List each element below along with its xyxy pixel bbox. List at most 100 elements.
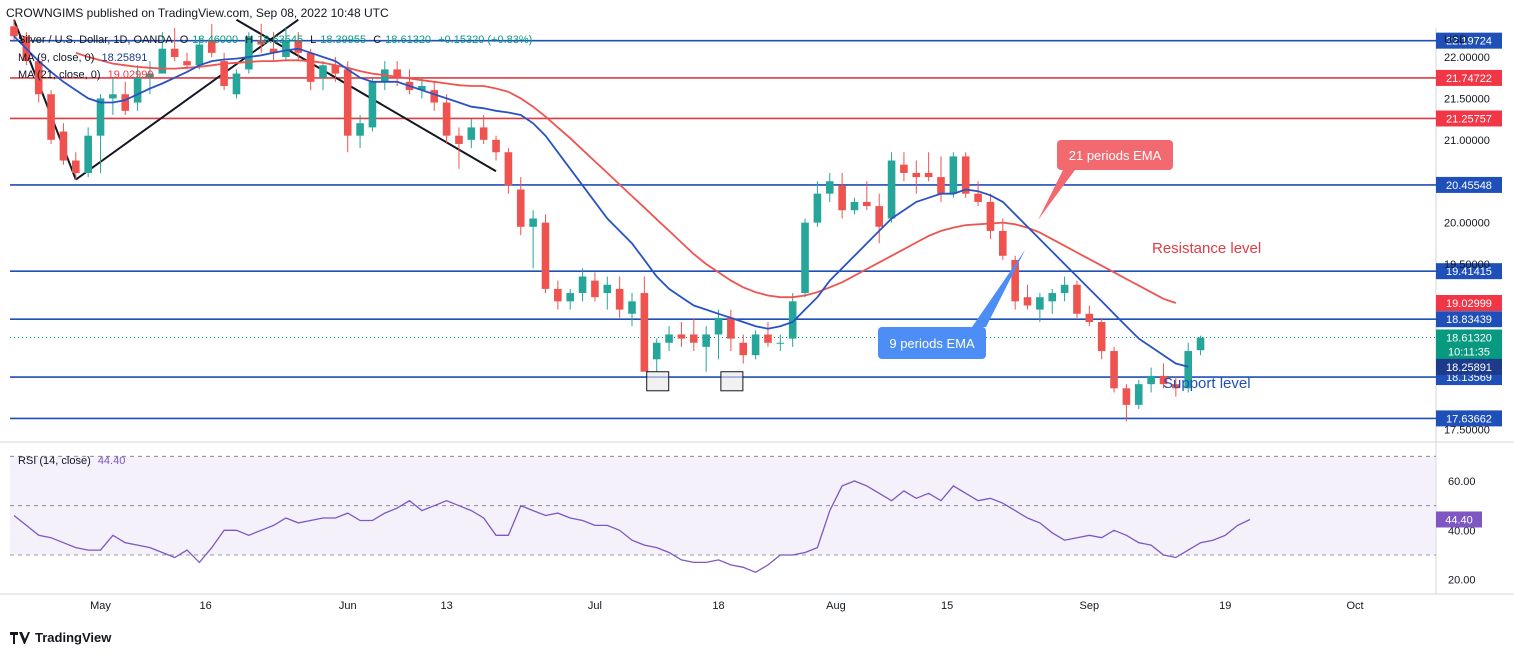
candle-body — [566, 293, 574, 302]
ma9-badge-label: 18.25891 — [1446, 362, 1492, 374]
legend-o-label: O — [179, 34, 189, 46]
candle-body — [72, 160, 80, 173]
candle-body — [999, 230, 1007, 256]
candle-body — [467, 127, 476, 140]
candle-body — [356, 123, 364, 136]
candle-body — [1085, 313, 1094, 323]
candle-body — [170, 48, 179, 57]
candle-body — [652, 342, 661, 360]
price-tick-label: 22.00000 — [1444, 52, 1490, 64]
marker-box — [646, 371, 670, 392]
candle-body — [702, 334, 710, 347]
ma21-badge — [1436, 294, 1502, 311]
candle-body — [1073, 284, 1081, 314]
last-price-badge-countdown: 10:11:35 — [1448, 347, 1490, 359]
candle-body — [430, 90, 439, 103]
candle-body — [1122, 388, 1131, 405]
price-tick-label: 19.50000 — [1444, 259, 1490, 271]
candle-body — [195, 44, 204, 66]
candle-body — [825, 181, 834, 194]
candle-body — [727, 317, 735, 339]
level-badge-label: 17.63662 — [1446, 413, 1492, 425]
resistance-label: Resistance level — [1152, 240, 1261, 257]
level-badge-label: 18.83439 — [1446, 314, 1492, 326]
candle-body — [331, 65, 340, 74]
candle-body — [232, 73, 241, 95]
marker-box — [720, 371, 744, 392]
last-price-badge — [1436, 329, 1502, 360]
legend-symbol: Silver / U.S. Dollar, 1D, OANDA — [18, 34, 173, 46]
candle-body — [578, 276, 587, 294]
rsi-tick-label: 40.00 — [1448, 525, 1476, 537]
level-badge — [1436, 32, 1502, 49]
legend-l-label: L — [310, 34, 317, 46]
legend-close: 18.61320 — [385, 34, 432, 46]
candle-body — [1048, 293, 1057, 302]
price-tick-label: 20.00000 — [1444, 218, 1490, 230]
rsi-tick-label: 60.00 — [1448, 476, 1476, 488]
level-badge — [1436, 410, 1502, 427]
candle-body — [801, 222, 809, 294]
price-tick-label: 17.50000 — [1444, 425, 1490, 437]
published-header: CROWNGIMS published on TradingView.com, … — [6, 6, 389, 20]
time-tick-label: 16 — [199, 600, 211, 612]
candle-body — [690, 334, 698, 343]
candle-body — [47, 94, 55, 140]
candle-body — [516, 189, 525, 227]
candle-body — [603, 284, 612, 294]
time-tick-label: 19 — [1219, 600, 1231, 612]
tradingview-logo[interactable]: TradingView — [10, 630, 111, 645]
candle-body — [863, 201, 871, 207]
ema21-callout-box — [1057, 140, 1173, 170]
candle-body — [1134, 384, 1143, 405]
candle-body — [455, 135, 463, 144]
level-badge — [1436, 263, 1502, 280]
candle-body — [788, 301, 797, 339]
time-tick-label: May — [90, 600, 111, 612]
rsi-tick-label: 20.00 — [1448, 575, 1476, 587]
price-tick-label: 21.50000 — [1444, 93, 1490, 105]
candle-body — [269, 48, 278, 53]
tradingview-wordmark: TradingView — [35, 630, 112, 645]
time-tick-label: 18 — [712, 600, 724, 612]
level-badge-label: 21.25757 — [1446, 113, 1492, 125]
candle-body — [1147, 375, 1155, 385]
legend-ma21-row: MA (21, close, 0) 19.02999 — [18, 69, 158, 81]
moving-averages — [13, 35, 1189, 368]
time-tick-label: Sep — [1080, 600, 1100, 612]
legend-high: 18.63545 — [257, 34, 304, 46]
candles — [10, 19, 1205, 422]
time-tick-label: Jul — [588, 600, 602, 612]
candle-body — [924, 172, 933, 178]
level-badge — [1436, 110, 1502, 127]
candle-body — [1172, 384, 1180, 389]
ma21-line — [75, 51, 1177, 304]
candle-body — [591, 280, 599, 298]
candle-body — [615, 288, 624, 310]
candle-body — [59, 131, 68, 161]
candle-body — [541, 222, 550, 289]
candle-body — [282, 40, 290, 57]
ema21-callout-pointer — [1038, 170, 1075, 220]
candle-body — [751, 334, 760, 356]
candle-body — [739, 342, 748, 356]
rsi-line — [13, 480, 1251, 574]
candle-body — [1159, 375, 1168, 385]
level-badge-label: 22.19724 — [1446, 36, 1492, 48]
candle-body — [776, 342, 785, 344]
annotations: 21 periods EMA 9 periods EMA Resistance … — [878, 140, 1261, 392]
legend-ma21-value: 19.02999 — [107, 69, 154, 81]
candle-body — [900, 164, 908, 173]
time-tick-label: 13 — [440, 600, 452, 612]
candle-body — [294, 40, 303, 53]
candle-body — [764, 334, 772, 343]
trendline — [235, 18, 497, 173]
ema9-callout-pointer — [972, 250, 1025, 327]
candle-body — [34, 61, 43, 95]
candle-body — [887, 160, 896, 219]
candle-body — [974, 193, 982, 202]
level-badge-label: 19.41415 — [1446, 266, 1492, 278]
candle-body — [937, 177, 945, 194]
candle-body — [1036, 297, 1044, 310]
